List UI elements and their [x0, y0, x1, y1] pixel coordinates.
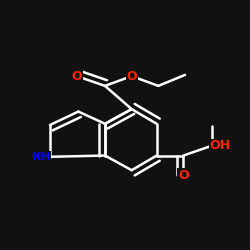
Text: O: O: [178, 168, 189, 181]
Text: O: O: [71, 70, 82, 82]
Text: NH: NH: [32, 152, 51, 162]
Text: OH: OH: [210, 139, 231, 152]
Text: O: O: [126, 70, 137, 82]
